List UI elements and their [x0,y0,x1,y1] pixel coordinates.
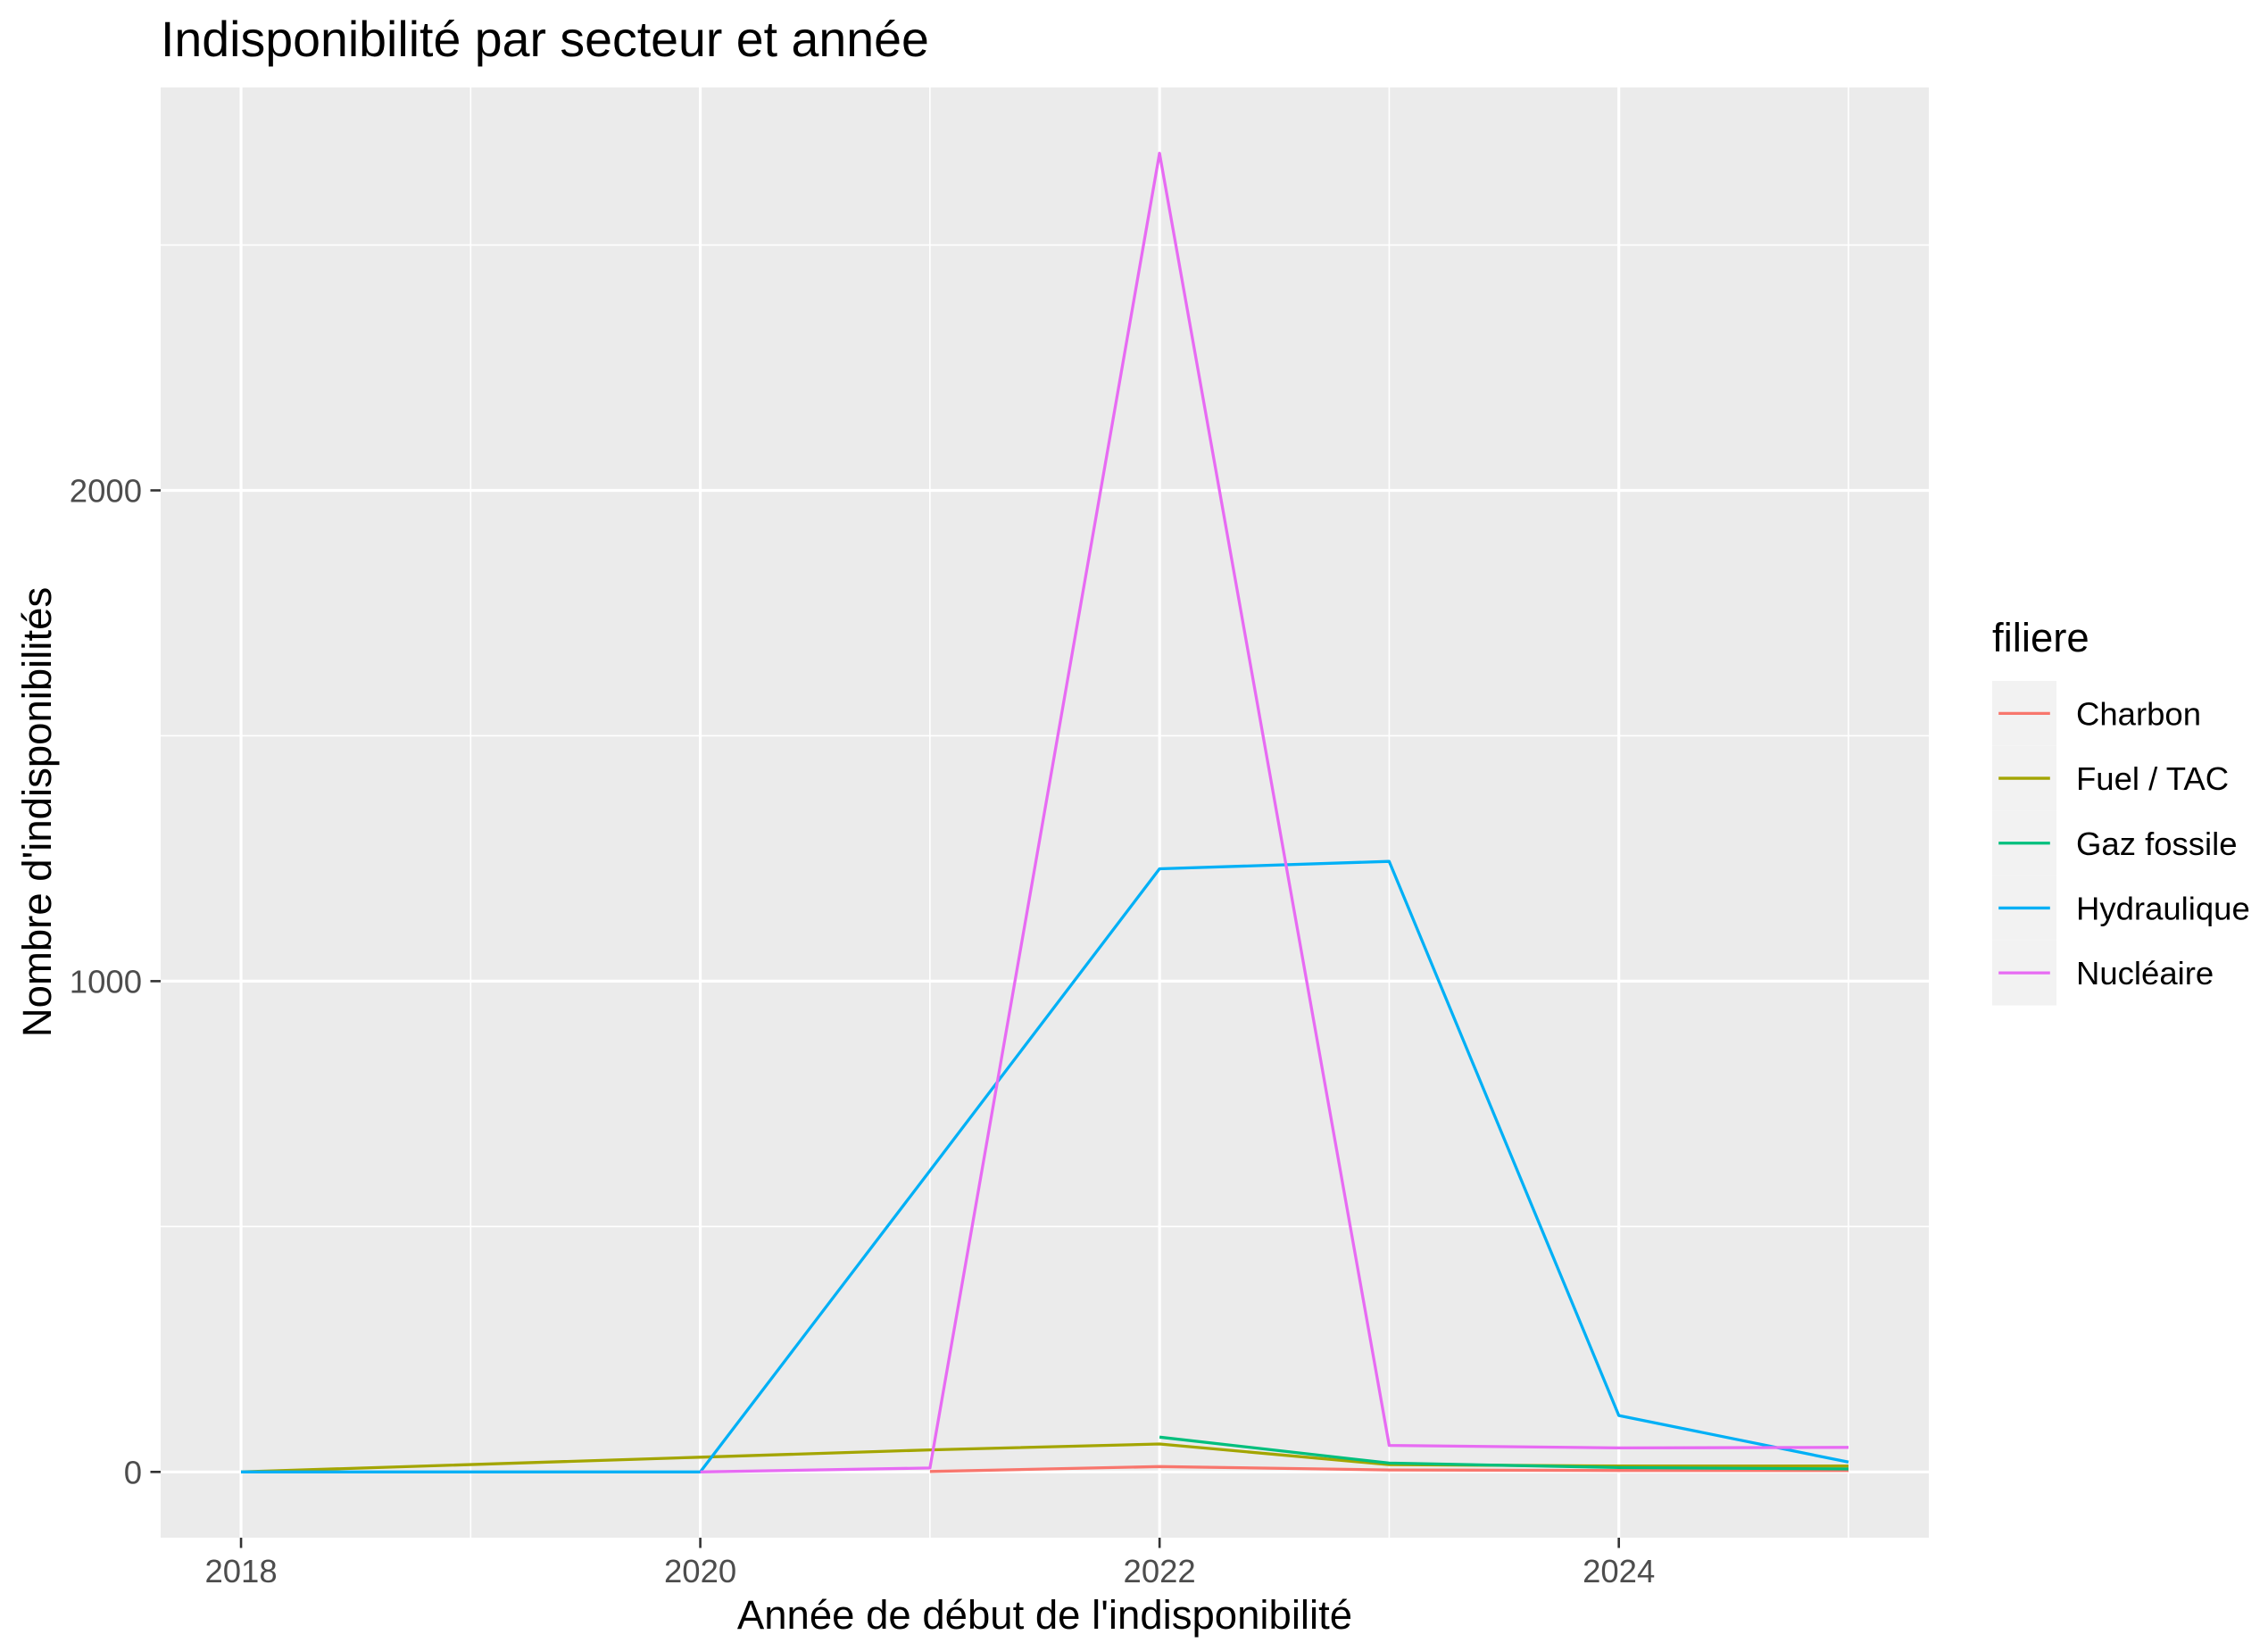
x-tick-label: 2022 [1124,1553,1196,1589]
legend-label-fuel-tac: Fuel / TAC [2076,760,2229,797]
legend-label-charbon: Charbon [2076,695,2201,732]
legend: filiere Charbon Fuel / TAC Gaz fossile Hydr… [1992,615,2250,1006]
y-tick-label: 2000 [70,472,142,509]
legend-label-nucleaire: Nucléaire [2076,955,2214,992]
series-line-charbon [929,1465,1848,1473]
series-line-gaz-fossile [1159,1435,1849,1471]
series-lines [240,152,1849,1473]
x-tick-label: 2020 [664,1553,736,1589]
axes: 0 1000 2000 2018 2020 2022 2024 [70,472,1655,1589]
x-tick-label: 2018 [204,1553,277,1589]
y-tick-label: 1000 [70,963,142,1000]
series-line-nucleaire [700,152,1849,1473]
y-axis-title: Nombre d'indisponibilités [14,587,60,1037]
series-line-fuel-tac [240,1442,1848,1473]
x-axis-title: Année de début de l'indisponibilité [737,1592,1352,1638]
x-tick-label: 2024 [1583,1553,1655,1589]
chart-title: Indisponibilité par secteur et année [161,12,929,67]
legend-title: filiere [1992,615,2089,660]
legend-label-gaz-fossile: Gaz fossile [2076,826,2238,862]
legend-label-hydraulique: Hydraulique [2076,890,2250,926]
y-tick-label: 0 [124,1454,142,1490]
